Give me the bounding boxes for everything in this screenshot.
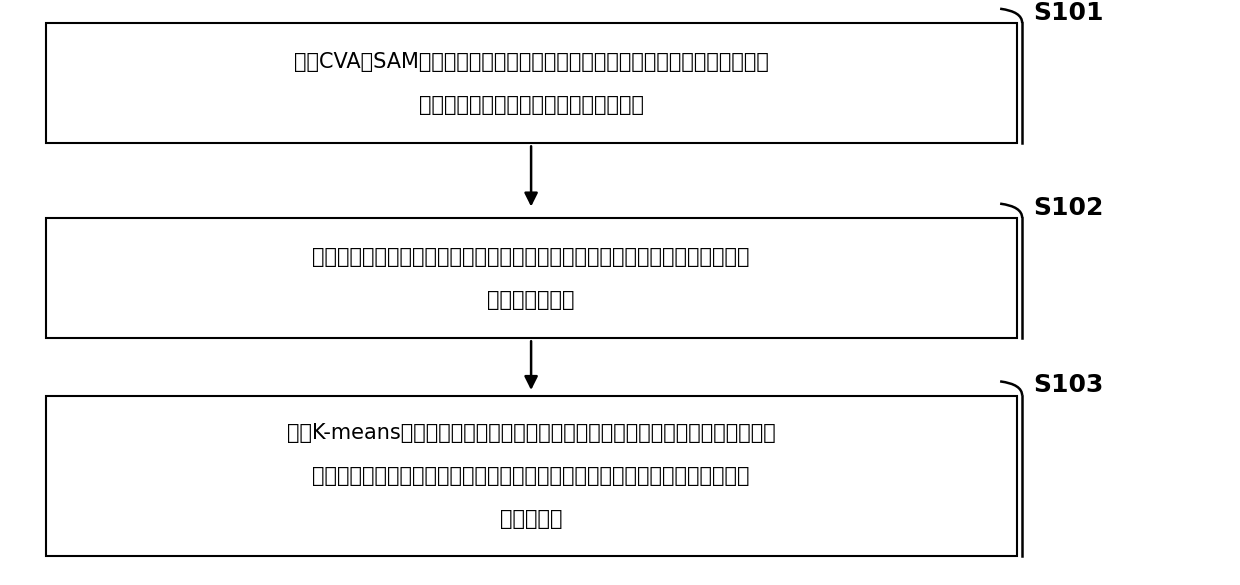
Text: S101: S101 xyxy=(1033,1,1104,25)
Bar xyxy=(46,395,1017,556)
Text: 采用K-means算法初始化高斯混合模型来克服其易收敛于局部最优解的缺点，拟合: 采用K-means算法初始化高斯混合模型来克服其易收敛于局部最优解的缺点，拟合 xyxy=(286,423,775,443)
Text: 的能力，联合两种方法构建混合差异图像: 的能力，联合两种方法构建混合差异图像 xyxy=(419,95,644,115)
Bar xyxy=(46,23,1017,143)
Text: 利用动态排序模式的统计区域合并算法对差异图像进行多尺度分割将差异图像映: 利用动态排序模式的统计区域合并算法对差异图像进行多尺度分割将差异图像映 xyxy=(312,247,750,267)
Bar xyxy=(46,218,1017,338)
Text: 超像素特征空间的概率统计分布，利用基于最小错误率的贝叶斯判别规则获得变: 超像素特征空间的概率统计分布，利用基于最小错误率的贝叶斯判别规则获得变 xyxy=(312,466,750,486)
Text: 射到超像素空间: 射到超像素空间 xyxy=(487,290,575,309)
Text: 利用CVA和SAM可以从两个光谱矢量的大小和方向两个不同的角度描述差异信息: 利用CVA和SAM可以从两个光谱矢量的大小和方向两个不同的角度描述差异信息 xyxy=(294,51,769,72)
Text: S102: S102 xyxy=(1033,195,1104,219)
Text: 化检测结果: 化检测结果 xyxy=(500,509,563,529)
Text: S103: S103 xyxy=(1033,373,1104,397)
